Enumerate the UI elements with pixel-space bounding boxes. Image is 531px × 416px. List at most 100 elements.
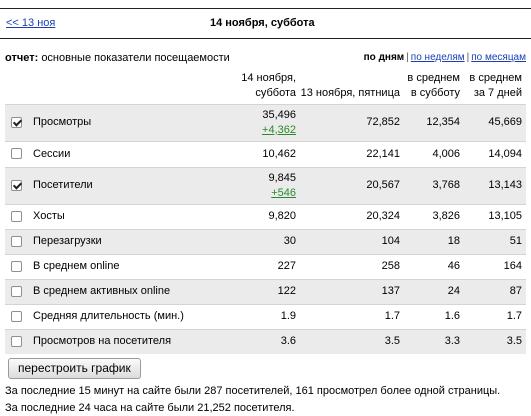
today-cell: 3.6: [198, 328, 300, 354]
date-header: << 13 ноя 14 ноября, суббота: [0, 0, 531, 42]
avg-saturday-value: 3,768: [404, 166, 464, 204]
daily-visitors-note: За последние 24 часа на сайте были 21,25…: [5, 402, 295, 414]
metric-name: Перезагрузки: [27, 228, 198, 254]
avg-saturday-value: 1.6: [404, 303, 464, 329]
metric-name: В среднем online: [27, 253, 198, 279]
avg-week-value: 3.5: [464, 328, 526, 354]
col-metric-header: [27, 66, 198, 104]
table-row: В среднем активных online 122 137 24 87: [5, 278, 526, 304]
today-value: 122: [277, 285, 296, 297]
metric-checkbox[interactable]: [10, 235, 22, 247]
row-checkbox-cell: [5, 278, 27, 304]
avg-saturday-value: 24: [404, 278, 464, 304]
yesterday-value: 137: [300, 278, 404, 304]
rebuild-chart-button[interactable]: перестроить график: [8, 358, 141, 379]
metric-checkbox[interactable]: [10, 148, 22, 160]
row-checkbox-cell: [5, 103, 27, 141]
metric-checkbox[interactable]: [10, 116, 22, 128]
report-bar: отчет: основные показатели посещаемости …: [5, 52, 526, 66]
header-top-divider: [0, 8, 531, 9]
yesterday-value: 72,852: [300, 103, 404, 141]
header-bottom-divider: [0, 38, 531, 39]
today-cell: 10,462: [198, 140, 300, 167]
today-value: 3.6: [280, 335, 296, 348]
today-cell: 9,820: [198, 203, 300, 229]
table-row: Перезагрузки 30 104 18 51: [5, 228, 526, 254]
table-row: Хосты 9,820 20,324 3,826 13,105: [5, 203, 526, 229]
col-today-header: 14 ноября, суббота: [241, 71, 296, 99]
col-yesterday-header: 13 ноября, пятница: [300, 86, 400, 99]
previous-day-link[interactable]: << 13 ноя: [6, 17, 56, 29]
row-checkbox-cell: [5, 228, 27, 254]
table-header-row: 14 ноября, суббота 13 ноября, пятница в …: [5, 66, 526, 104]
avg-week-value: 14,094: [464, 140, 526, 167]
row-checkbox-cell: [5, 203, 27, 229]
avg-week-value: 87: [464, 278, 526, 304]
metric-name: Средняя длительность (мин.): [27, 303, 198, 329]
yesterday-value: 20,567: [300, 166, 404, 204]
period-switch: по дням | по неделям | по месяцам: [364, 52, 526, 63]
today-cell: 122: [198, 278, 300, 304]
today-delta-link[interactable]: +4,362: [262, 123, 296, 136]
period-separator: |: [466, 52, 470, 63]
avg-week-value: 45,669: [464, 103, 526, 141]
period-weeks-link[interactable]: по неделям: [410, 52, 465, 63]
today-value: 1.9: [280, 310, 296, 322]
row-checkbox-cell: [5, 303, 27, 329]
yesterday-value: 22,141: [300, 140, 404, 167]
metric-checkbox[interactable]: [10, 210, 22, 222]
report-name: основные показатели посещаемости: [41, 52, 230, 64]
metric-checkbox[interactable]: [10, 179, 22, 191]
avg-week-value: 51: [464, 228, 526, 254]
avg-week-value: 13,143: [464, 166, 526, 204]
period-days[interactable]: по дням: [363, 52, 405, 63]
today-value: 227: [277, 260, 296, 272]
table-row: В среднем online 227 258 46 164: [5, 253, 526, 279]
col-checkbox-header: [5, 66, 27, 104]
metric-name: Хосты: [27, 203, 198, 229]
row-checkbox-cell: [5, 166, 27, 204]
today-value: 9,820: [268, 210, 296, 222]
today-cell: 1.9: [198, 303, 300, 329]
table-row: Средняя длительность (мин.) 1.9 1.7 1.6 1.7: [5, 303, 526, 329]
metric-name: Посетители: [27, 166, 198, 204]
yesterday-value: 3.5: [300, 328, 404, 354]
table-row: Посетители 9,845 +546 20,567 3,768 13,143: [5, 166, 526, 204]
metric-name: Просмотров на посетителя: [27, 328, 198, 354]
stats-table: 14 ноября, суббота 13 ноября, пятница в …: [5, 66, 526, 354]
table-row: Просмотров на посетителя 3.6 3.5 3.3 3.5: [5, 328, 526, 354]
avg-saturday-value: 3,826: [404, 203, 464, 229]
today-value: 30: [283, 235, 296, 247]
today-value: 10,462: [262, 147, 296, 160]
yesterday-value: 20,324: [300, 203, 404, 229]
today-cell: 227: [198, 253, 300, 279]
metric-checkbox[interactable]: [10, 310, 22, 322]
avg-saturday-value: 18: [404, 228, 464, 254]
row-checkbox-cell: [5, 253, 27, 279]
page-title: 14 ноября, суббота: [210, 17, 315, 29]
metric-checkbox[interactable]: [10, 285, 22, 297]
avg-week-value: 1.7: [464, 303, 526, 329]
metric-name: Сессии: [27, 140, 198, 167]
avg-week-value: 13,105: [464, 203, 526, 229]
period-separator: |: [406, 52, 409, 63]
yesterday-value: 1.7: [300, 303, 404, 329]
today-cell: 9,845 +546: [198, 166, 300, 204]
today-value: 35,496: [262, 108, 296, 121]
yesterday-value: 104: [300, 228, 404, 254]
metric-checkbox[interactable]: [10, 335, 22, 347]
avg-saturday-value: 12,354: [404, 103, 464, 141]
today-cell: 30: [198, 228, 300, 254]
today-cell: 35,496 +4,362: [198, 103, 300, 141]
recent-visitors-note: За последние 15 минут на сайте были 287 …: [5, 385, 501, 397]
yesterday-value: 258: [300, 253, 404, 279]
avg-week-value: 164: [464, 253, 526, 279]
avg-saturday-value: 46: [404, 253, 464, 279]
today-delta-link[interactable]: +546: [271, 186, 296, 199]
avg-saturday-value: 3.3: [404, 328, 464, 354]
period-months-link[interactable]: по месяцам: [471, 52, 526, 63]
report-label: отчет:: [5, 52, 39, 64]
table-row: Сессии 10,462 22,141 4,006 14,094: [5, 140, 526, 167]
metric-checkbox[interactable]: [10, 260, 22, 272]
table-row: Просмотры 35,496 +4,362 72,852 12,354 45,669: [5, 103, 526, 141]
